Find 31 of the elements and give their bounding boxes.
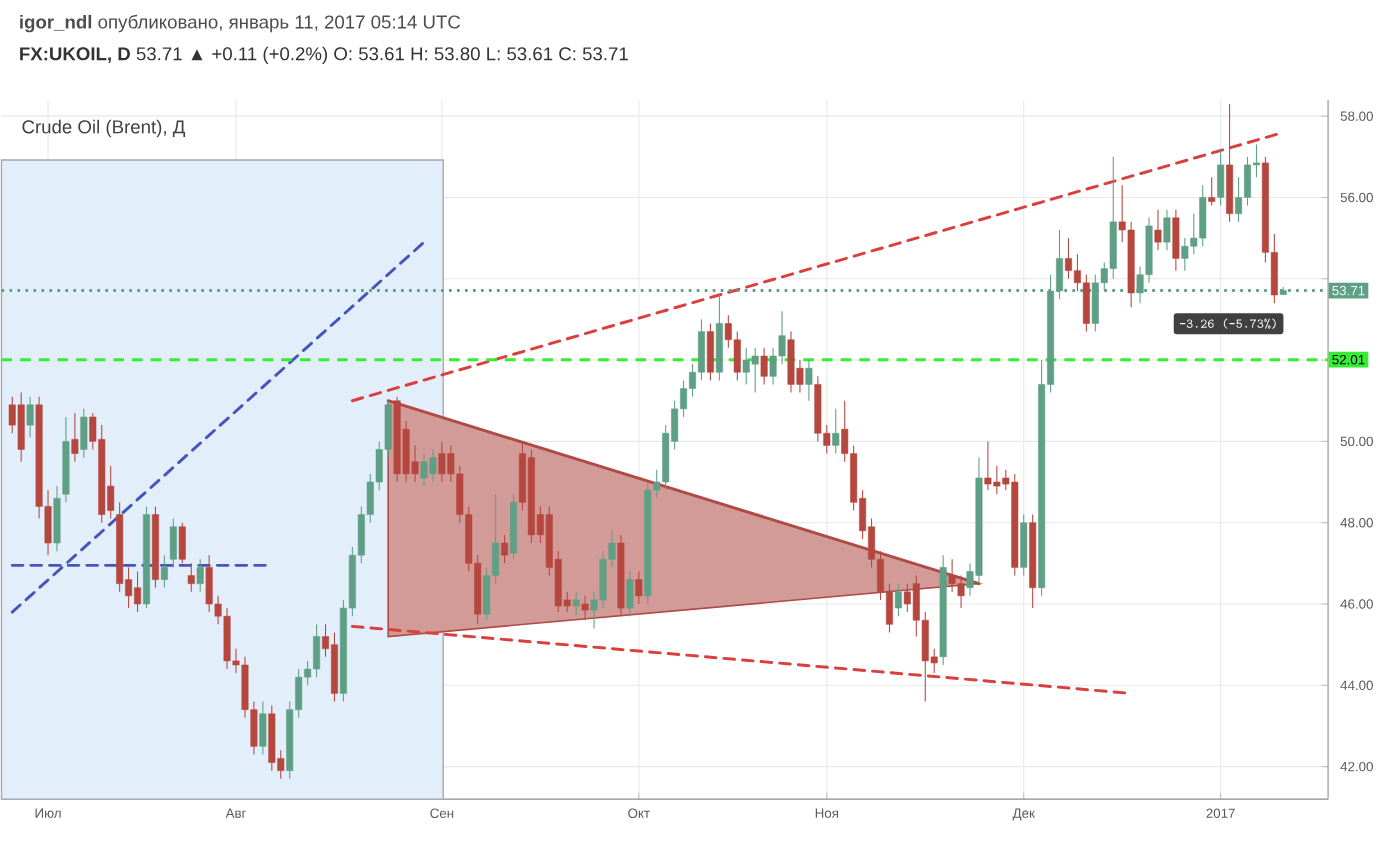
candlestick: [501, 534, 509, 565]
candlestick: [832, 408, 840, 455]
candlestick: [169, 518, 177, 569]
candlestick: [1154, 209, 1162, 252]
candlestick: [1172, 209, 1180, 272]
chart-subtitle: FX:UKOIL, D 53.71 ▲ +0.11 (+0.2%) O: 53.61 H: 53.80 L: 53.61 C: 53.71: [20, 47, 628, 65]
candlestick: [80, 408, 88, 459]
candlestick: [187, 563, 195, 593]
candlestick: [894, 583, 902, 618]
candlestick: [178, 522, 186, 565]
candlestick: [259, 701, 267, 756]
candlestick: [196, 559, 204, 593]
chart-title: igor_ndl опубликовано, январь 11, 2017 05:14 UTC: [20, 15, 461, 33]
candlestick: [626, 571, 634, 618]
candlestick: [160, 555, 168, 589]
candlestick: [53, 486, 61, 553]
candlestick: [26, 396, 34, 439]
candlestick: [1208, 177, 1216, 207]
candlestick: [635, 571, 643, 605]
candlestick: [71, 412, 79, 463]
candlestick: [1163, 209, 1171, 252]
candlestick: [706, 323, 714, 382]
candlestick: [1082, 274, 1090, 333]
candlestick: [697, 319, 705, 382]
candlestick: [1217, 148, 1225, 207]
candlestick: [1020, 514, 1028, 577]
candlestick: [760, 347, 768, 386]
candlestick: [581, 595, 589, 622]
candlestick: [805, 360, 813, 402]
annotation: Crude Oil (Brent), Д: [22, 120, 186, 138]
candlestick: [572, 591, 580, 618]
